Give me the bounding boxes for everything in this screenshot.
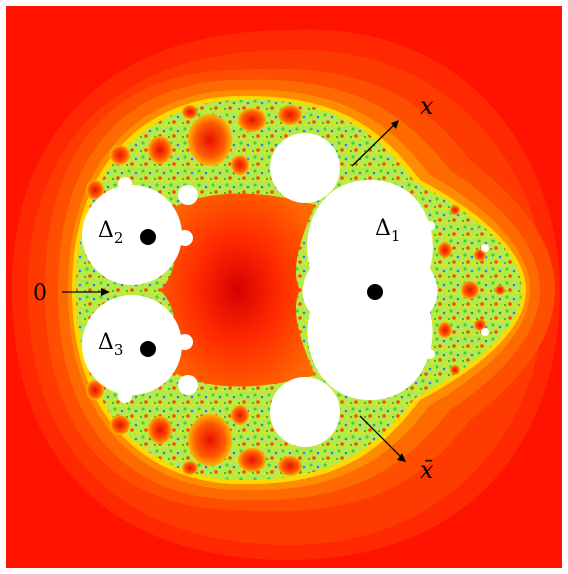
arrows [62,120,406,462]
label-zero: 0 [33,281,47,306]
zero-arrow-head [101,288,110,296]
white-disks [82,133,489,447]
label-delta3: Δ3 [98,330,123,359]
central-region [160,193,315,387]
fixed-point-dot-delta1 [367,284,383,300]
xbar-arrow-line [359,415,402,458]
label-delta1: Δ1 [375,216,400,245]
fixed-point-dot-delta3 [140,341,156,357]
fractal-bubbles [86,105,505,476]
fixed-point-dot-delta2 [140,229,156,245]
x-arrow-head [391,120,399,129]
x-arrow-line [351,124,395,167]
xbar-arrow-head [397,453,406,462]
label-x: x [420,92,434,120]
labels: Δ1 Δ2 Δ3 0 x x̄ [33,92,434,484]
label-xbar: x̄ [420,456,434,484]
label-delta2: Δ2 [98,218,123,247]
